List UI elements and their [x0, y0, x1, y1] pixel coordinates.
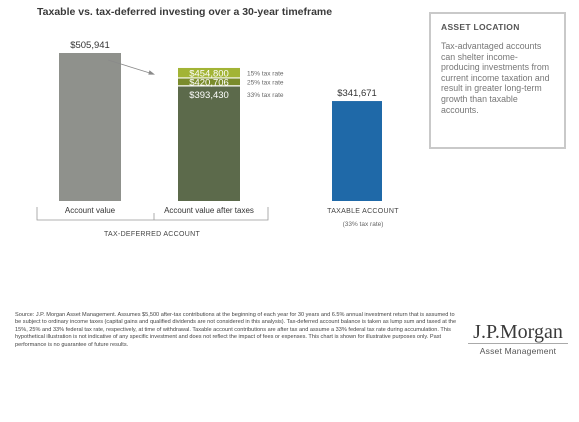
jpmorgan-logo: J.P.Morgan Asset Management: [466, 321, 570, 356]
callout-heading: ASSET LOCATION: [441, 22, 520, 32]
bar-after-tax-33: [178, 85, 240, 201]
arrow-head-icon: [148, 70, 155, 75]
data-label-after-tax-33: $393,430: [189, 90, 229, 101]
legend-label-15: 15% tax rate: [247, 70, 284, 77]
brand-name: J.P.Morgan: [473, 321, 563, 343]
callout-text: Tax-advantaged accounts can shelter inco…: [441, 41, 550, 115]
chart-title: Taxable vs. tax-deferred investing over …: [37, 6, 333, 18]
brand-divider: [468, 343, 568, 344]
category-label-taxable-account: TAXABLE ACCOUNT: [327, 208, 399, 215]
arrow-line: [107, 59, 154, 75]
taxable-rate-note: (33% tax rate): [343, 221, 384, 228]
legend-label-25: 25% tax rate: [247, 79, 284, 86]
source-footnote: Source: J.P. Morgan Asset Management. As…: [15, 312, 457, 348]
group-bracket: [36, 207, 269, 221]
bar-account-value: [59, 53, 121, 201]
category-label-account-value: Account value: [65, 206, 116, 215]
brand-subtitle: Asset Management: [479, 346, 557, 356]
bar-taxable-account: [332, 101, 382, 201]
data-label-account-value: $505,941: [70, 40, 110, 51]
legend-label-33: 33% tax rate: [247, 92, 284, 99]
data-label-taxable: $341,671: [337, 88, 377, 99]
data-label-after-tax-15: $454,800: [189, 68, 229, 79]
category-label-after-taxes: Account value after taxes: [164, 206, 254, 215]
asset-location-callout: ASSET LOCATION Tax-advantaged accounts c…: [429, 12, 566, 149]
bar-chart: $505,941 $454,800 $420,706 $393,430 $341…: [36, 40, 399, 238]
group-label-tax-deferred: TAX-DEFERRED ACCOUNT: [104, 231, 201, 238]
data-label-after-tax-25: $420,706: [189, 77, 229, 88]
